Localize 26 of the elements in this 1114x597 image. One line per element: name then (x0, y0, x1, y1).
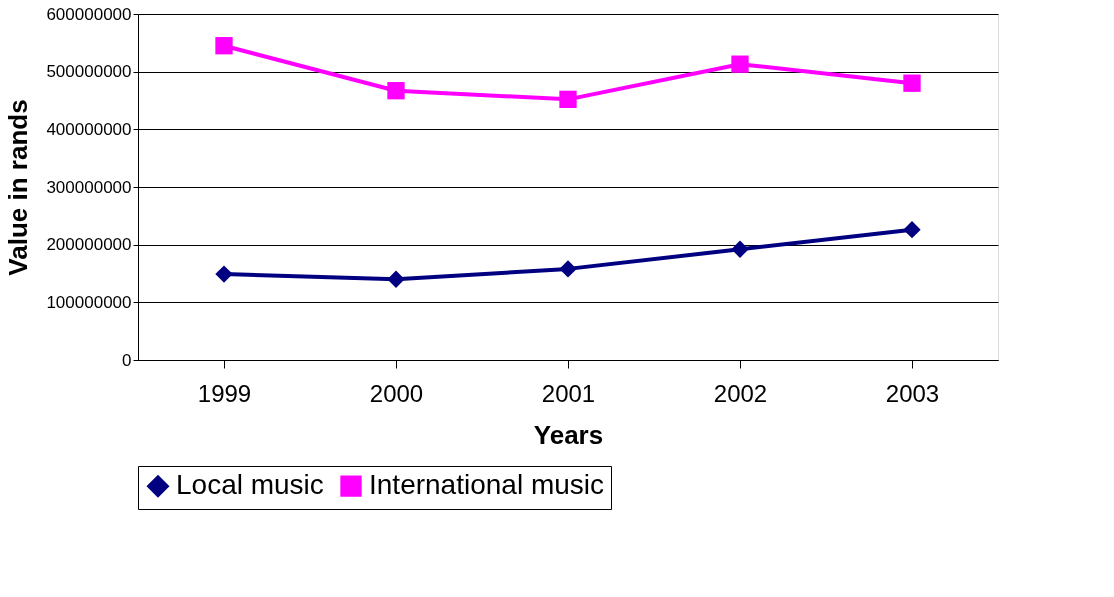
point (903, 74, 921, 92)
point (387, 82, 405, 100)
point (215, 37, 233, 55)
x-tick-label: 2002 (713, 379, 768, 407)
x-axis-title: Years (533, 419, 604, 450)
point (903, 221, 921, 239)
y-tick-label: 100000000 (46, 292, 132, 312)
y-tick-label: 200000000 (46, 235, 132, 255)
point (559, 90, 577, 109)
point (387, 270, 405, 288)
x-tick-label: 2003 (885, 379, 940, 407)
legend-label: International music (369, 469, 605, 501)
point (731, 240, 749, 258)
point (559, 260, 577, 278)
x-tick-label: 2000 (369, 379, 424, 407)
y-tick-label: 300000000 (46, 177, 132, 197)
x-tick-label: 2001 (541, 379, 596, 407)
y-tick-label: 600000000 (46, 4, 132, 24)
y-tick-label: 0 (122, 350, 132, 370)
x-tick-label: 1999 (197, 379, 252, 407)
y-tick-label: 400000000 (46, 119, 132, 139)
legend-label: Local music (176, 469, 324, 501)
y-tick-label: 500000000 (46, 62, 132, 82)
point (731, 55, 749, 73)
point (215, 265, 233, 283)
y-axis-title: Value in rands (3, 99, 34, 276)
